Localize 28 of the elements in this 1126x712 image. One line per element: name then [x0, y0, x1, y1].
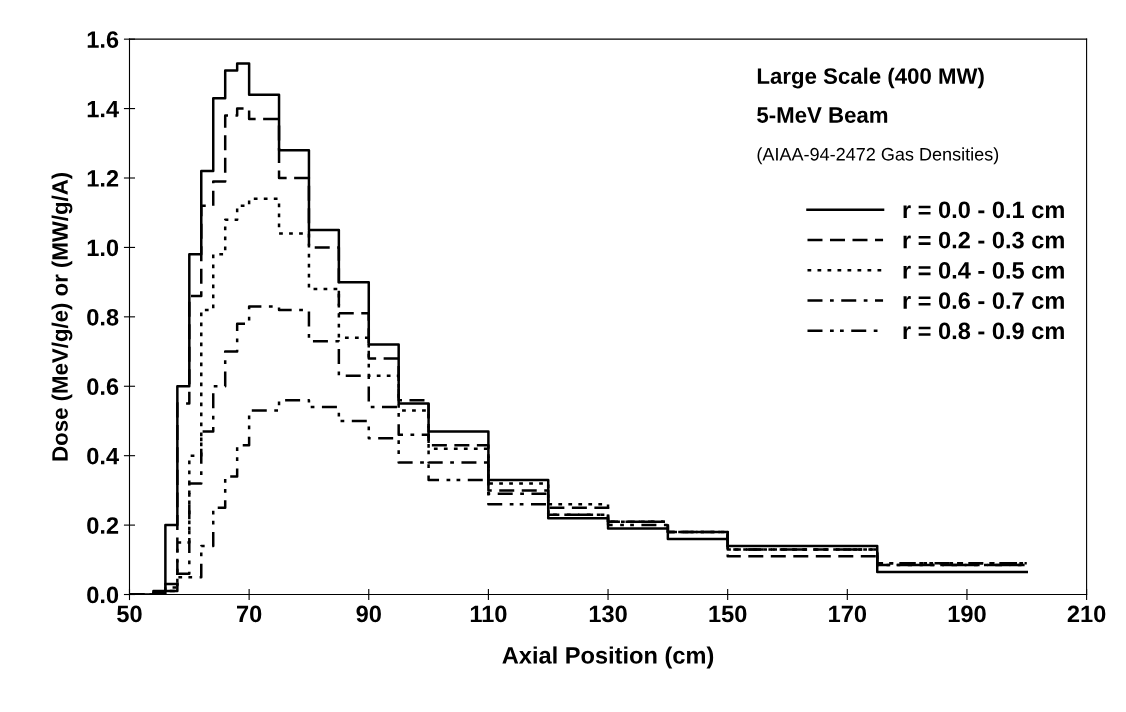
y-tick-label: 0.0	[87, 586, 119, 604]
x-tick-label: 150	[709, 605, 747, 623]
legend-label: r = 0.8 - 0.9 cm	[903, 322, 1064, 340]
x-tick-label: 90	[356, 605, 381, 623]
x-tick-label: 210	[1067, 605, 1106, 623]
y-tick-label: 1.2	[87, 170, 119, 187]
y-tick-label: 0.4	[87, 447, 119, 465]
legend-label: r = 0.6 - 0.7 cm	[903, 292, 1064, 310]
y-tick-label: 1.0	[87, 239, 119, 257]
x-tick-label: 70	[237, 605, 262, 623]
x-tick-label: 110	[470, 605, 507, 623]
x-tick-label: 130	[589, 605, 627, 623]
legend-label: r = 0.2 - 0.3 cm	[903, 231, 1064, 249]
y-tick-label: 0.6	[87, 378, 119, 396]
y-tick-label: 1.4	[87, 100, 119, 118]
x-tick-label: 170	[829, 605, 867, 623]
y-tick-label: 1.6	[87, 31, 119, 48]
legend-label: r = 0.4 - 0.5 cm	[903, 262, 1064, 279]
annotation: 5-MeV Beam	[757, 107, 888, 123]
x-tick-label: 190	[948, 605, 986, 623]
y-axis-title: Dose (MeV/g/e) or (MW/g/A)	[51, 172, 73, 461]
annotation: Large Scale (400 MW)	[757, 67, 984, 89]
legend-label: r = 0.0 - 0.1 cm	[903, 201, 1064, 219]
y-tick-label: 0.8	[87, 308, 119, 326]
annotation: (AIAA-94-2472 Gas Densities)	[757, 147, 999, 165]
y-tick-label: 0.2	[87, 517, 119, 534]
x-tick-label: 50	[117, 605, 142, 623]
x-axis-title: Axial Position (cm)	[502, 646, 714, 669]
